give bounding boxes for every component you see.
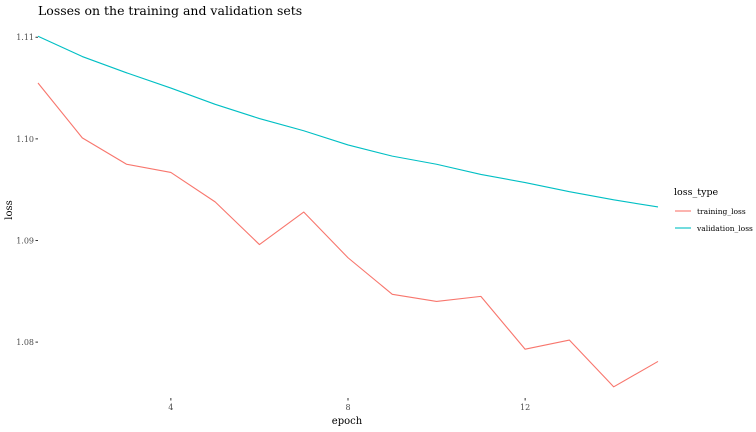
series-line-training-loss — [37, 82, 659, 388]
legend-label-validation-loss: validation_loss — [696, 224, 753, 233]
x-axis: 4 8 12 — [168, 398, 530, 412]
y-axis: 1.08 1.09 1.10 1.11 — [16, 33, 38, 347]
legend: loss_type training_loss validation_loss — [674, 187, 753, 233]
y-axis-title: loss — [4, 200, 15, 219]
x-tick-label: 4 — [168, 403, 173, 412]
legend-label-training-loss: training_loss — [697, 207, 746, 216]
series-line-validation-loss — [37, 35, 659, 208]
chart-title: Losses on the training and validation se… — [38, 3, 302, 18]
y-tick-label: 1.11 — [16, 33, 34, 42]
plot-lines — [37, 35, 659, 388]
x-tick-label: 12 — [520, 403, 530, 412]
legend-title: loss_type — [674, 187, 719, 198]
x-tick-label: 8 — [345, 403, 350, 412]
y-tick-label: 1.10 — [16, 135, 34, 144]
y-tick-label: 1.09 — [16, 236, 34, 245]
y-tick-label: 1.08 — [16, 338, 34, 347]
x-axis-title: epoch — [332, 416, 363, 427]
